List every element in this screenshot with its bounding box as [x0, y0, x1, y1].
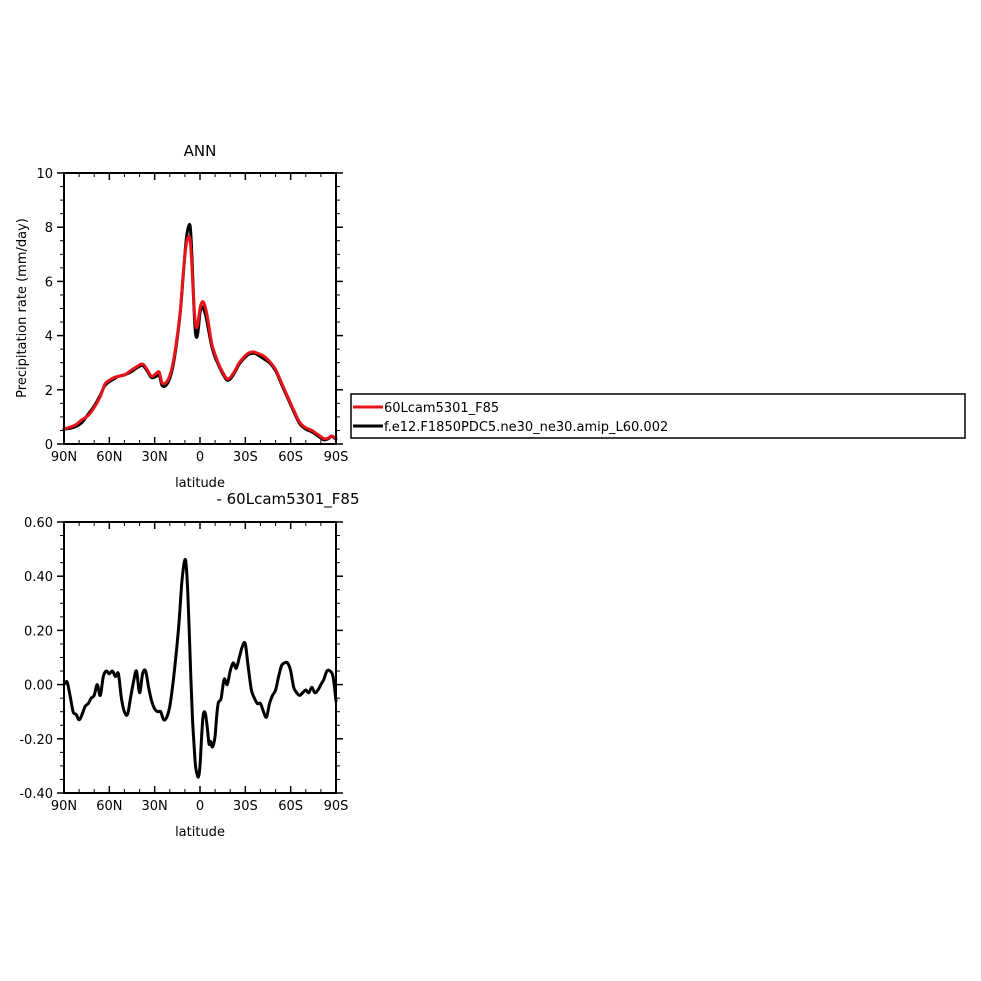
bottom-panel-x-tick-labels: 90N 60N 30N 0 30S 60S 90S — [51, 799, 349, 814]
x-tick-label: 90S — [324, 799, 349, 814]
x-tick-label: 90N — [51, 450, 77, 465]
y-tick-label: 0.00 — [24, 679, 53, 694]
x-tick-label: 0 — [196, 450, 204, 465]
y-tick-label: 6 — [45, 275, 53, 290]
legend-label-control: f.e12.F1850PDC5.ne30_ne30.amip_L60.002 — [384, 420, 668, 435]
y-tick-label: 0 — [45, 438, 53, 453]
legend-label-model: 60Lcam5301_F85 — [384, 401, 499, 416]
x-tick-label: 30S — [233, 799, 258, 814]
top-panel-x-tick-labels: 90N 60N 30N 0 30S 60S 90S — [51, 450, 349, 465]
y-tick-label: -0.20 — [19, 733, 53, 748]
y-tick-label: 8 — [45, 221, 53, 236]
y-tick-label: -0.40 — [19, 787, 53, 802]
x-tick-label: 30S — [233, 450, 258, 465]
x-tick-label: 60N — [96, 450, 122, 465]
top-panel-ticks — [57, 172, 343, 445]
x-tick-label: 60S — [278, 799, 303, 814]
y-tick-label: 10 — [36, 167, 53, 182]
x-tick-label: 90N — [51, 799, 77, 814]
bottom-panel-x-axis-label: latitude — [175, 825, 225, 840]
x-tick-label: 30N — [142, 450, 168, 465]
bottom-panel-data — [62, 557, 338, 779]
x-tick-label: 60S — [278, 450, 303, 465]
x-tick-label: 30N — [142, 799, 168, 814]
y-tick-label: 0.20 — [24, 624, 53, 639]
x-tick-label: 60N — [96, 799, 122, 814]
series-line-control — [62, 222, 338, 442]
top-panel-y-tick-labels: 0 2 4 6 8 10 — [36, 167, 53, 453]
y-tick-label: 0.60 — [24, 516, 53, 531]
top-panel: ANN 90N 60N 30N 0 30S 60S 90S 0 2 4 6 8 10 latitude… — [15, 142, 348, 491]
bottom-panel: - 60Lcam5301_F85 90N 60N 30N 0 30S 60S 90S -0.… — [19, 490, 359, 840]
legend-frame — [350, 393, 966, 439]
legend: 60Lcam5301_F85 f.e12.F1850PDC5.ne30_ne30… — [350, 393, 966, 439]
top-panel-title: ANN — [184, 142, 217, 160]
y-tick-label: 0.40 — [24, 570, 53, 585]
y-tick-label: 4 — [45, 330, 53, 345]
y-tick-label: 2 — [45, 384, 53, 399]
top-panel-x-axis-label: latitude — [175, 476, 225, 491]
bottom-panel-title: - 60Lcam5301_F85 — [216, 490, 359, 509]
top-panel-y-axis-label: Precipitation rate (mm/day) — [15, 218, 30, 398]
bottom-panel-ticks — [57, 521, 343, 794]
x-tick-label: 90S — [324, 450, 349, 465]
top-panel-data — [62, 222, 338, 442]
series-line-model — [62, 234, 338, 441]
series-line-control — [62, 557, 338, 779]
x-tick-label: 0 — [196, 799, 204, 814]
bottom-panel-y-tick-labels: -0.40 -0.20 0.00 0.20 0.40 0.60 — [19, 516, 53, 802]
